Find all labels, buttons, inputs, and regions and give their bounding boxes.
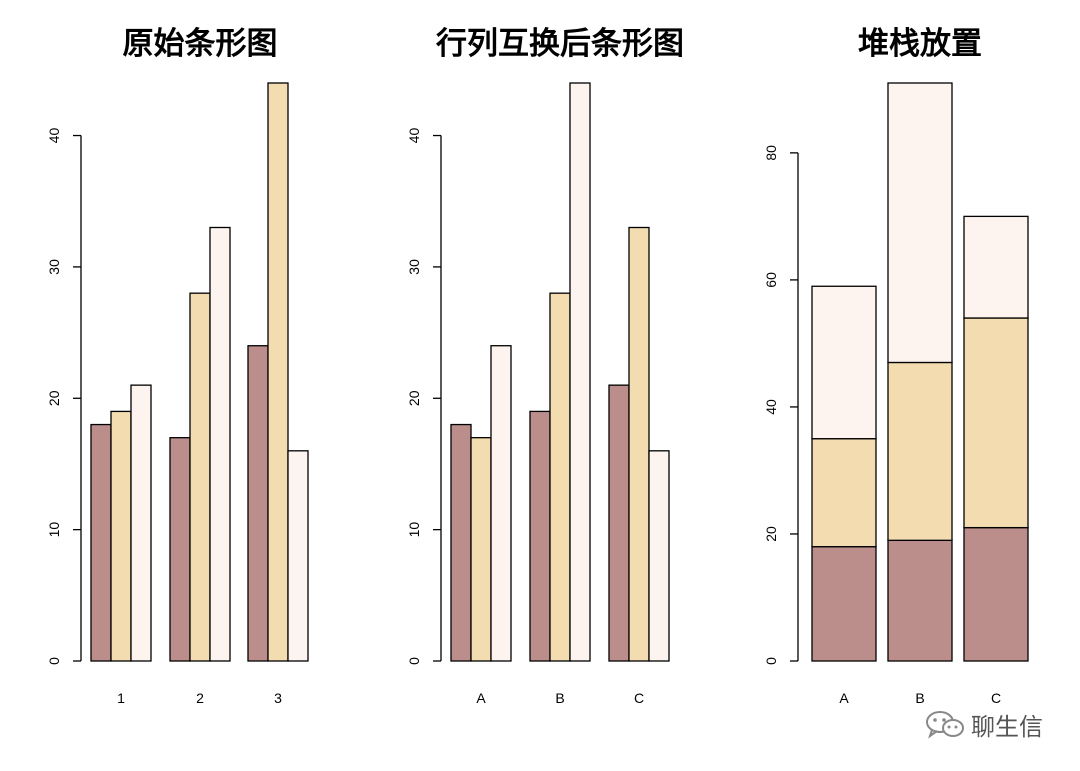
- stack-segment-B-series-3: [887, 82, 953, 364]
- y-tick-label: 40: [46, 128, 62, 144]
- y-tick-label: 40: [763, 399, 779, 415]
- panel-grouped-transposed: 行列互换后条形图 0 10 20 30 40 A B C: [406, 26, 684, 706]
- y-tick-label: 20: [406, 390, 422, 406]
- x-category-label: C: [991, 690, 1001, 706]
- bar-3-series-1: [247, 345, 269, 662]
- bar-3-series-3: [287, 450, 309, 662]
- stack-segment-A-series-3: [811, 285, 877, 440]
- x-category-label: 3: [274, 690, 282, 706]
- bar-2-series-3: [209, 226, 231, 662]
- chart-title: 原始条形图: [123, 26, 278, 62]
- stack-segment-C-series-2: [963, 317, 1029, 529]
- x-category-label: 2: [196, 690, 204, 706]
- bar-3-series-2: [267, 82, 289, 662]
- bar-B-series-2: [549, 292, 571, 662]
- chart-title: 堆栈放置: [858, 26, 982, 62]
- bar-C-series-1: [608, 384, 630, 662]
- stack-segment-C-series-3: [963, 215, 1029, 319]
- y-tick-label: 80: [763, 145, 779, 161]
- y-tick-label: 30: [406, 259, 422, 275]
- bar-1-series-2: [110, 410, 132, 662]
- y-tick-label: 20: [763, 526, 779, 542]
- y-tick-label: 30: [46, 259, 62, 275]
- bar-B-series-1: [529, 410, 551, 662]
- bar-1-series-1: [90, 423, 112, 662]
- x-category-label: A: [476, 690, 486, 706]
- bar-A-series-2: [470, 437, 492, 662]
- x-category-label: A: [839, 690, 849, 706]
- chart-title: 行列互换后条形图: [435, 26, 684, 62]
- bar-1-series-3: [130, 384, 152, 662]
- y-tick-label: 0: [46, 657, 62, 665]
- y-tick-label: 10: [406, 522, 422, 538]
- stack-segment-C-series-1: [963, 526, 1029, 662]
- bar-B-series-3: [569, 82, 591, 662]
- bar-2-series-2: [189, 292, 211, 662]
- x-category-label: B: [915, 690, 924, 706]
- bar-2-series-1: [169, 437, 191, 662]
- bar-C-series-2: [628, 226, 650, 662]
- stack-segment-A-series-2: [811, 438, 877, 548]
- y-tick-label: 0: [763, 657, 779, 665]
- watermark-text: 聊生信: [971, 713, 1043, 741]
- y-tick-label: 20: [46, 390, 62, 406]
- watermark: 聊生信: [925, 707, 1043, 742]
- x-category-label: 1: [117, 690, 125, 706]
- stack-segment-A-series-1: [811, 546, 877, 662]
- wechat-icon: [926, 710, 964, 739]
- y-tick-label: 40: [406, 128, 422, 144]
- stack-segment-B-series-2: [887, 361, 953, 541]
- stack-segment-B-series-1: [887, 539, 953, 662]
- y-tick-label: 60: [763, 272, 779, 288]
- panel-grouped-original: 原始条形图 0 10 20 30 40 1 2 3: [46, 26, 309, 706]
- panel-stacked: 堆栈放置 0 20 40 60 80 A B C: [763, 26, 1029, 706]
- x-category-label: B: [555, 690, 564, 706]
- x-category-label: C: [634, 690, 644, 706]
- bar-A-series-3: [490, 345, 512, 662]
- y-tick-label: 0: [406, 657, 422, 665]
- y-tick-label: 10: [46, 522, 62, 538]
- bar-A-series-1: [450, 423, 472, 662]
- bar-C-series-3: [648, 450, 670, 662]
